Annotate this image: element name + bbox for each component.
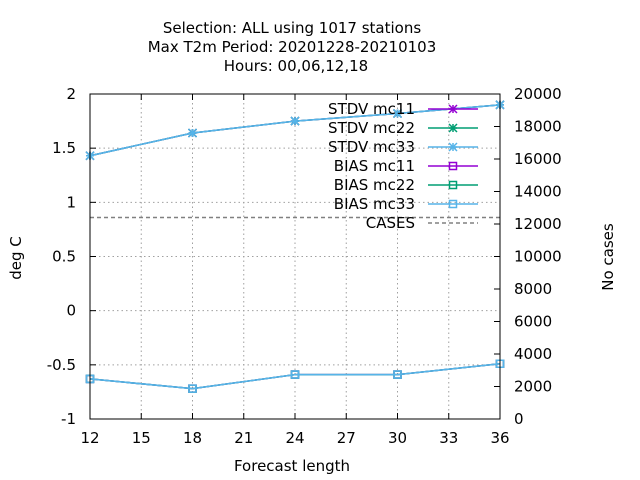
chart-title: Selection: ALL using 1017 stations Max T… xyxy=(148,19,437,75)
x-tick-label: 18 xyxy=(183,429,202,447)
legend-marker xyxy=(448,142,458,152)
x-tick-label: 33 xyxy=(439,429,458,447)
legend-label: STDV mc22 xyxy=(328,119,415,137)
x-tick-label: 15 xyxy=(132,429,151,447)
y2-tick-label: 8000 xyxy=(514,280,552,298)
x-tick-label: 27 xyxy=(337,429,356,447)
x-tick-label: 36 xyxy=(490,429,509,447)
data-point xyxy=(188,384,197,393)
title-line-2: Max T2m Period: 20201228-20210103 xyxy=(148,38,437,56)
y-tick-label: 1 xyxy=(66,193,76,211)
y-axis-label: deg C xyxy=(7,236,25,280)
legend-label: STDV mc11 xyxy=(328,100,415,118)
legend-label: CASES xyxy=(366,214,415,232)
title-line-1: Selection: ALL using 1017 stations xyxy=(163,19,422,37)
y2-tick-label: 2000 xyxy=(514,378,552,396)
axes: 12 15 18 21 24 27 30 33 36 -1 -0.5 0 0.5 1 1.5 2 0 2000 40… xyxy=(47,85,562,447)
y-tick-label: 0.5 xyxy=(52,248,76,266)
data-point xyxy=(393,370,402,379)
x-axis-label: Forecast length xyxy=(234,457,350,475)
legend-marker xyxy=(448,104,458,114)
legend-label: BIAS mc11 xyxy=(334,157,415,175)
y2-tick-label: 10000 xyxy=(514,248,562,266)
legend-entry: BIAS mc22 xyxy=(334,176,478,194)
y-tick-label: -0.5 xyxy=(47,356,76,374)
x-tick-label: 21 xyxy=(234,429,253,447)
legend-marker xyxy=(448,180,458,190)
y-tick-label: 1.5 xyxy=(52,139,76,157)
legend-entry: STDV mc22 xyxy=(328,119,478,137)
y2-tick-label: 16000 xyxy=(514,150,562,168)
y2-axis-label: No cases xyxy=(599,223,617,291)
legend-label: BIAS mc22 xyxy=(334,176,415,194)
legend-marker xyxy=(448,123,458,133)
data-point xyxy=(290,370,300,379)
series-line xyxy=(89,363,501,390)
data-point xyxy=(392,108,403,119)
grid xyxy=(90,94,500,419)
legend-marker xyxy=(448,161,458,171)
y-tick-label: 0 xyxy=(66,302,76,320)
y-tick-label: -1 xyxy=(61,410,76,428)
legend-entry: STDV mc33 xyxy=(328,138,478,156)
data-point xyxy=(187,128,198,138)
y2-tick-label: 12000 xyxy=(514,215,562,233)
legend-entry: CASES xyxy=(366,214,478,232)
y2-tick-label: 0 xyxy=(514,410,524,428)
y2-tick-label: 6000 xyxy=(514,313,552,331)
x-tick-label: 30 xyxy=(388,429,407,447)
y-tick-label: 2 xyxy=(66,85,76,103)
x-tick-label: 12 xyxy=(80,429,99,447)
legend-entry: STDV mc11 xyxy=(328,100,478,118)
y2-tick-label: 18000 xyxy=(514,118,562,136)
y2-tick-label: 20000 xyxy=(514,85,562,103)
legend-label: BIAS mc33 xyxy=(334,195,415,213)
legend-label: STDV mc33 xyxy=(328,138,415,156)
title-line-3: Hours: 00,06,12,18 xyxy=(224,57,368,75)
data-point xyxy=(290,116,300,126)
legend-marker xyxy=(448,199,458,209)
legend-entry: BIAS mc33 xyxy=(334,195,478,213)
x-tick-label: 24 xyxy=(285,429,304,447)
series-layer xyxy=(85,100,505,393)
legend-entry: BIAS mc11 xyxy=(334,157,478,175)
y2-tick-label: 14000 xyxy=(514,183,562,201)
y2-tick-label: 4000 xyxy=(514,345,552,363)
